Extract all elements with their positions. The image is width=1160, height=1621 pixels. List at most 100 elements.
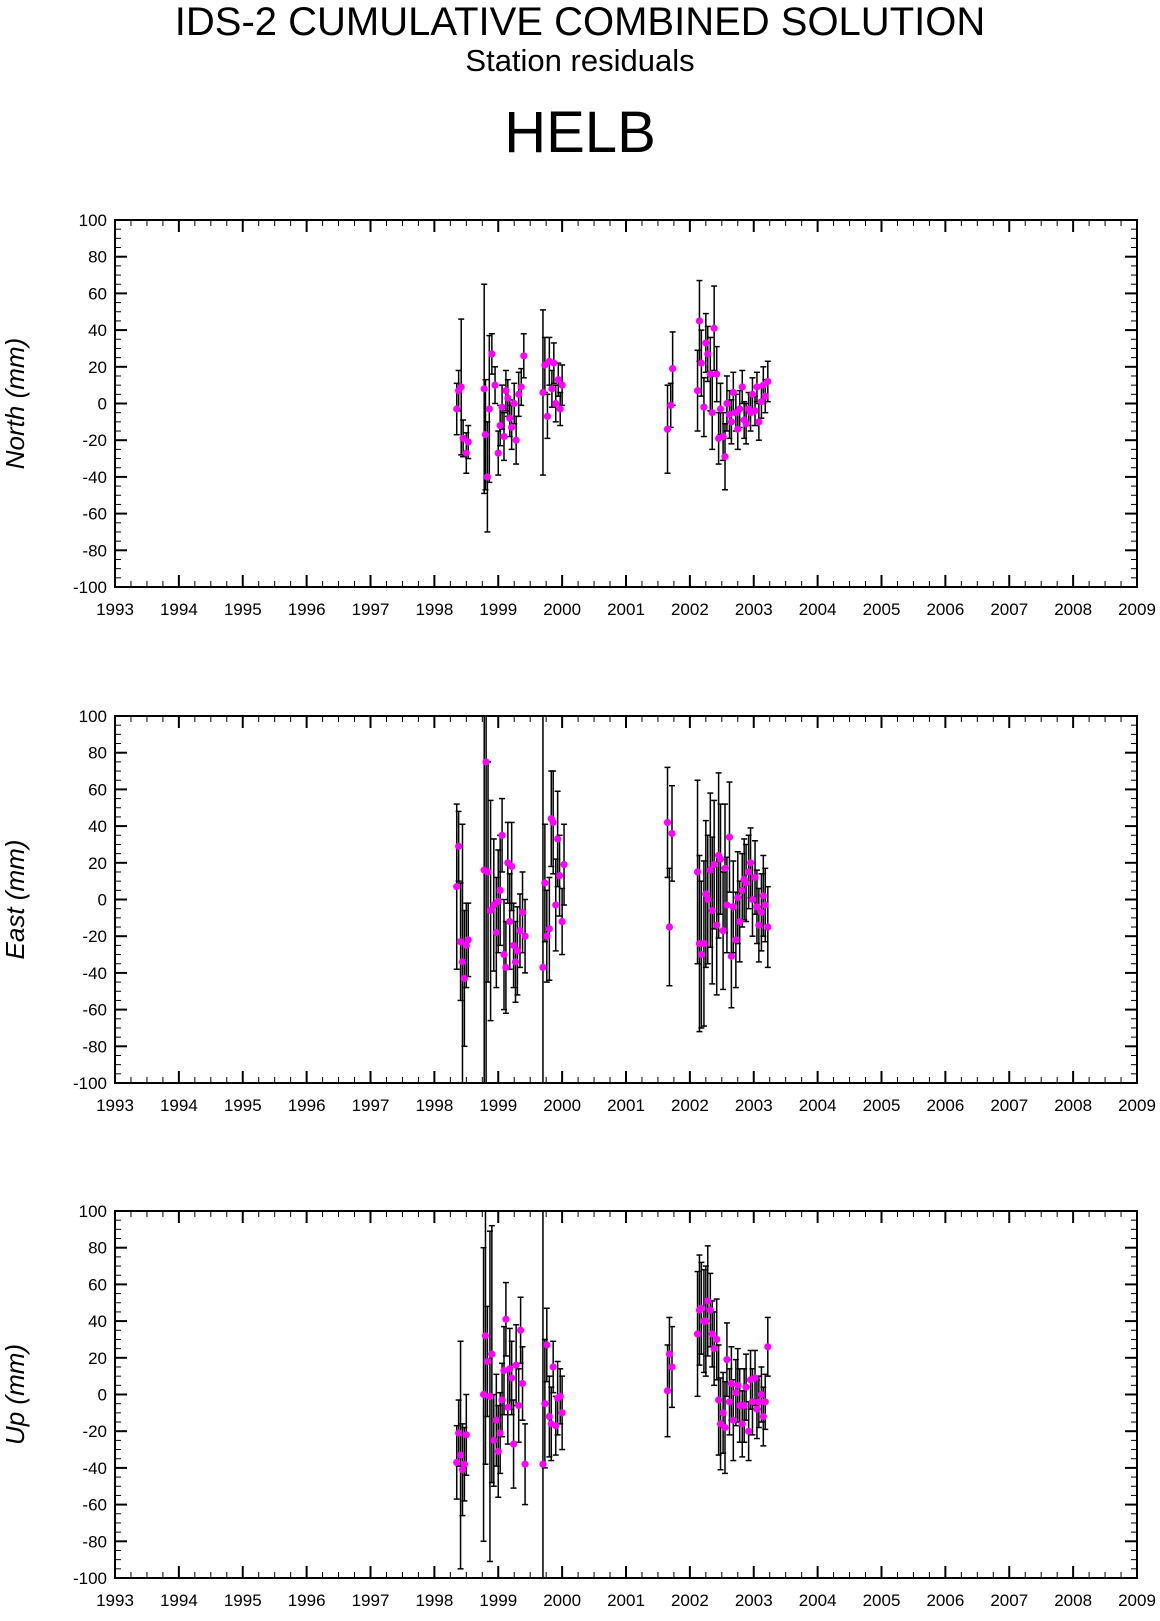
north-y-tick-label: 20 <box>88 358 107 377</box>
north-data-point <box>761 392 769 400</box>
east-data-point <box>539 963 547 971</box>
up-data-point <box>490 1436 498 1444</box>
up-y-tick-label: 0 <box>98 1386 107 1405</box>
up-data-point <box>539 1460 547 1468</box>
east-data-point <box>665 923 674 931</box>
east-data-point <box>736 917 744 926</box>
up-data-point <box>734 1381 742 1389</box>
east-data-point <box>555 872 564 880</box>
north-data-point <box>700 403 708 411</box>
east-data-point <box>745 868 753 876</box>
east-y-tick-label: -40 <box>82 964 107 983</box>
east-x-tick-label: 1995 <box>224 1096 262 1115</box>
east-data-point <box>455 842 463 850</box>
north-data-point <box>558 381 566 389</box>
north-data-point <box>719 432 727 441</box>
north-data-point <box>742 420 750 428</box>
up-x-tick-label: 2002 <box>671 1591 709 1610</box>
up-y-axis-label: Up (mm) <box>0 1344 30 1445</box>
east-data-point <box>751 873 759 882</box>
north-data-point <box>695 317 704 325</box>
up-data-point <box>512 1361 520 1369</box>
north-data-point <box>697 359 705 367</box>
up-data-point <box>556 1392 564 1400</box>
east-data-point <box>545 925 553 933</box>
north-data-point <box>755 418 763 426</box>
north-data-point <box>716 405 725 413</box>
east-data-point <box>742 879 750 887</box>
north-data-point <box>483 473 491 481</box>
east-x-tick-label: 2003 <box>735 1096 773 1115</box>
north-y-tick-label: 100 <box>79 211 107 230</box>
north-data-point <box>543 412 552 420</box>
east-x-tick-label: 1999 <box>479 1096 517 1115</box>
up-data-point <box>725 1398 734 1406</box>
east-data-point <box>460 974 468 983</box>
up-x-tick-label: 1994 <box>160 1591 198 1610</box>
up-data-point <box>665 1350 674 1358</box>
up-data-point <box>515 1401 523 1410</box>
up-data-point <box>460 1460 468 1468</box>
up-data-point <box>761 1398 769 1406</box>
east-data-point <box>508 862 516 871</box>
up-x-tick-label: 2006 <box>926 1591 964 1610</box>
up-data-point <box>486 1392 494 1400</box>
east-data-point <box>462 941 470 949</box>
up-data-point <box>745 1427 753 1435</box>
north-y-tick-label: -60 <box>82 505 107 524</box>
up-data-point <box>704 1297 712 1305</box>
east-x-tick-label: 1994 <box>160 1096 198 1115</box>
north-x-tick-label: 1999 <box>479 600 517 619</box>
up-data-point <box>719 1409 727 1417</box>
north-x-tick-label: 1993 <box>96 600 134 619</box>
north-data-point <box>515 390 523 398</box>
north-x-tick-label: 1997 <box>352 600 390 619</box>
east-x-tick-label: 1996 <box>288 1096 326 1115</box>
north-data-point <box>480 385 488 393</box>
north-data-point <box>517 383 525 391</box>
east-data-point <box>549 818 557 827</box>
up-data-point <box>715 1396 723 1404</box>
up-y-tick-label: -80 <box>82 1532 107 1551</box>
up-y-tick-label: 40 <box>88 1312 107 1331</box>
east-data-point <box>757 908 766 916</box>
station-name: HELB <box>504 100 656 165</box>
up-data-point <box>738 1420 746 1428</box>
north-data-point <box>713 370 721 378</box>
north-data-point <box>506 414 514 422</box>
up-y-tick-label: 60 <box>88 1275 107 1294</box>
north-data-point <box>457 383 465 391</box>
up-data-point <box>740 1401 748 1410</box>
east-x-tick-label: 1997 <box>352 1096 390 1115</box>
north-data-point <box>757 398 766 406</box>
up-y-tick-label: 100 <box>79 1202 107 1221</box>
east-data-point <box>453 883 461 891</box>
up-data-point <box>496 1429 504 1437</box>
up-data-point <box>502 1315 510 1323</box>
up-data-point <box>453 1458 461 1466</box>
up-data-point <box>702 1317 710 1325</box>
north-data-point <box>504 394 512 402</box>
up-y-tick-label: -60 <box>82 1496 107 1515</box>
north-data-point <box>494 449 502 457</box>
east-data-point <box>716 855 725 863</box>
north-x-tick-label: 2009 <box>1118 600 1156 619</box>
up-data-point <box>668 1363 676 1371</box>
north-data-point <box>520 352 528 360</box>
north-data-point <box>764 377 772 386</box>
up-data-point <box>729 1416 737 1424</box>
north-x-tick-label: 2003 <box>735 600 773 619</box>
north-y-tick-label: 0 <box>98 395 107 414</box>
up-x-tick-label: 1995 <box>224 1591 262 1610</box>
east-data-point <box>713 921 721 929</box>
north-data-point <box>548 385 556 393</box>
up-data-point <box>504 1403 512 1411</box>
east-data-point <box>732 936 740 944</box>
up-data-point <box>518 1379 527 1388</box>
east-y-tick-label: 40 <box>88 817 107 836</box>
north-data-point <box>736 405 744 413</box>
up-data-point <box>732 1389 740 1397</box>
east-x-tick-label: 2001 <box>607 1096 645 1115</box>
up-data-point <box>455 1429 463 1437</box>
up-data-point <box>748 1398 757 1406</box>
